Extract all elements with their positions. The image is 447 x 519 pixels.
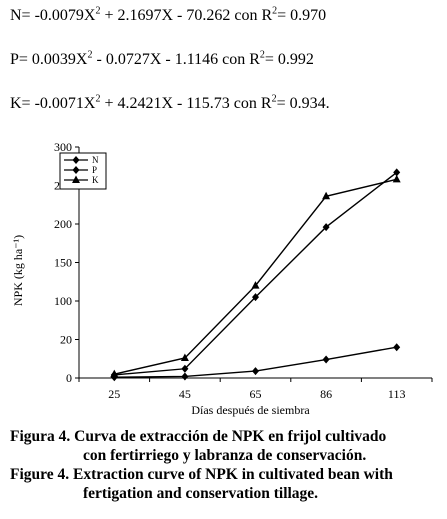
y-tick-label: 200 — [54, 217, 72, 231]
equation-k-tail: = 0.934. — [276, 95, 330, 112]
equation-n-r2-exp: 2 — [272, 5, 278, 17]
equation-n-rest: + 2.1697X - 70.262 con R — [100, 7, 273, 24]
equation-k-exp: 2 — [95, 93, 101, 105]
data-point-n — [393, 168, 401, 177]
data-point-k — [322, 191, 331, 200]
x-tick-label: 86 — [320, 387, 332, 401]
legend-label-p: P — [92, 165, 97, 175]
caption-es-line2: con fertirriego y labranza de conservaci… — [83, 447, 367, 464]
data-point-k — [180, 353, 189, 361]
figure-caption-spanish: Figura 4. Curva de extracción de NPK en … — [10, 427, 440, 465]
x-tick-label: 45 — [179, 387, 191, 401]
data-point-p — [181, 372, 189, 381]
legend-label-k: K — [92, 175, 99, 185]
chart-series — [110, 168, 401, 382]
equation-k-rest: + 4.2421X - 115.73 con R — [100, 95, 272, 112]
y-tick-label: 20 — [60, 333, 72, 347]
equation-k-r2-exp: 2 — [271, 93, 277, 105]
caption-en-line1: Figure 4. Extraction curve of NPK in cul… — [10, 466, 393, 483]
chart-legend: NPK — [59, 152, 107, 190]
chart-ticks: 02010015020025030025456586113 — [54, 140, 433, 401]
equation-k-lhs: K= -0.0071X — [10, 95, 96, 112]
caption-es-line1: Figura 4. Curva de extracción de NPK en … — [10, 428, 387, 445]
legend-box — [59, 152, 107, 190]
y-tick-label: 100 — [54, 294, 72, 308]
chart-axes — [78, 147, 432, 379]
x-axis-label: Días después de siembra — [191, 403, 310, 417]
equation-p-r2-exp: 2 — [259, 49, 265, 61]
y-tick-label: 150 — [54, 256, 72, 270]
data-point-k — [110, 369, 119, 378]
legend-label-n: N — [92, 155, 99, 165]
x-tick-label: 113 — [388, 387, 406, 401]
equation-n-exp: 2 — [95, 5, 101, 17]
legend-marker-n — [72, 156, 80, 164]
npk-chart: 02010015020025030025456586113 NPK NPK (k… — [11, 140, 433, 417]
x-tick-label: 25 — [108, 387, 120, 401]
equation-p: P= 0.0039X2 - 0.0727X - 1.1146 con R2= 0… — [10, 50, 314, 70]
legend-marker-p — [72, 166, 80, 174]
legend-marker-k — [72, 175, 80, 183]
equation-k: K= -0.0071X2 + 4.2421X - 115.73 con R2= … — [10, 94, 330, 114]
y-tick-label: 300 — [54, 140, 72, 154]
caption-en-line2: fertigation and conservation tillage. — [83, 485, 319, 502]
x-tick-label: 65 — [250, 387, 262, 401]
equation-n-lhs: N= -0.0079X — [10, 7, 96, 24]
series-line-k — [114, 178, 397, 375]
equation-n: N= -0.0079X2 + 2.1697X - 70.262 con R2= … — [10, 6, 326, 26]
series-line-n — [114, 171, 398, 376]
data-point-p — [252, 367, 259, 376]
data-point-n — [322, 223, 330, 232]
equation-p-lhs: P= 0.0039X — [10, 51, 88, 68]
equation-n-tail: = 0.970 — [277, 7, 327, 24]
data-point-p — [393, 343, 401, 352]
y-tick-label: 0 — [66, 371, 72, 385]
data-point-n — [252, 293, 259, 302]
data-point-k — [392, 174, 401, 183]
equation-p-rest: - 0.0727X - 1.1146 con R — [92, 51, 260, 68]
data-point-k — [251, 281, 260, 289]
data-point-n — [181, 364, 189, 373]
y-axis-label: NPK (kg ha⁻¹) — [11, 235, 25, 306]
equation-p-tail: = 0.992 — [264, 51, 314, 68]
data-point-p — [322, 355, 330, 364]
equation-p-exp: 2 — [87, 49, 93, 61]
figure-caption-english: Figure 4. Extraction curve of NPK in cul… — [10, 465, 440, 503]
